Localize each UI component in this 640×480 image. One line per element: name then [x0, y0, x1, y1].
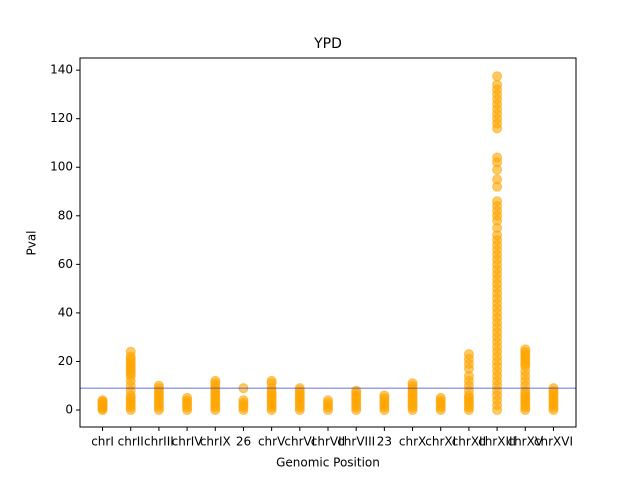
y-tick-label: 40 — [58, 305, 73, 319]
y-tick-label: 60 — [58, 257, 73, 271]
point — [492, 71, 503, 82]
point — [238, 395, 249, 406]
x-tick-label: chrXIII — [478, 435, 516, 449]
x-tick-label: chrV — [258, 435, 286, 449]
x-tick-label: chrIV — [172, 435, 204, 449]
y-tick-label: 0 — [65, 403, 73, 417]
point — [407, 378, 418, 389]
y-tick-label: 120 — [50, 111, 73, 125]
point — [520, 344, 531, 355]
x-tick-label: chrVIII — [337, 435, 375, 449]
point — [153, 380, 164, 391]
x-tick-label: chrII — [118, 435, 144, 449]
y-tick-label: 20 — [58, 354, 73, 368]
x-tick-label: chrX — [399, 435, 426, 449]
point — [210, 375, 221, 386]
x-tick-label: 26 — [236, 435, 251, 449]
point — [492, 152, 503, 163]
chart-title: YPD — [313, 36, 342, 52]
point — [463, 349, 474, 360]
point — [492, 79, 503, 90]
x-tick-label: chrVII — [311, 435, 345, 449]
x-tick-label: chrXI — [425, 435, 456, 449]
point — [435, 392, 446, 403]
y-tick-label: 80 — [58, 208, 73, 222]
x-tick-label: chrIX — [200, 435, 231, 449]
point — [97, 395, 108, 406]
x-tick-label: chrXVI — [534, 435, 573, 449]
x-tick-label: 23 — [377, 435, 392, 449]
point — [266, 375, 277, 386]
point — [492, 196, 503, 207]
point — [182, 392, 193, 403]
point — [379, 390, 390, 401]
x-tick-label: chrXV — [507, 435, 543, 449]
x-tick-label: chrI — [91, 435, 114, 449]
x-axis-label: Genomic Position — [276, 456, 380, 470]
plot-area — [80, 71, 576, 416]
point — [125, 346, 136, 357]
y-tick-label: 140 — [50, 63, 73, 77]
point — [492, 174, 503, 185]
x-tick-label: chrIII — [144, 435, 174, 449]
x-tick-label: chrVI — [284, 435, 315, 449]
point — [323, 395, 333, 406]
point — [351, 385, 362, 396]
y-tick-label: 100 — [50, 160, 73, 174]
y-axis-label: Pval — [25, 230, 39, 255]
x-tick-label: chrXII — [452, 435, 486, 449]
